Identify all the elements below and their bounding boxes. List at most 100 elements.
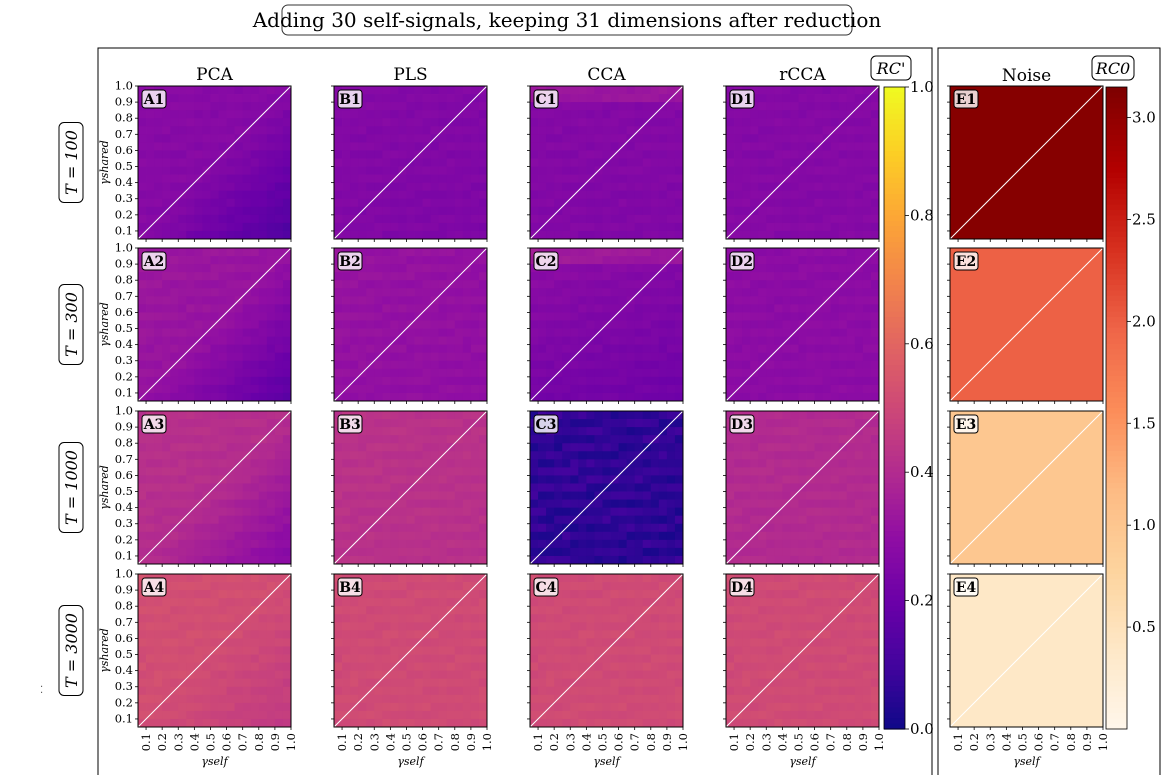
heatmap-cell <box>462 304 472 313</box>
heatmap-cell <box>162 264 171 273</box>
heatmap-cell <box>562 475 571 484</box>
heatmap-cell <box>782 459 791 468</box>
heatmap-cell <box>846 320 856 329</box>
heatmap-cell <box>594 206 603 216</box>
heatmap-cell <box>674 523 684 533</box>
heatmap-cell <box>766 419 775 428</box>
heatmap-cell <box>194 435 203 444</box>
heatmap-cell <box>782 507 791 517</box>
heatmap-cell <box>798 110 807 119</box>
heatmap-cell <box>634 336 644 346</box>
heatmap-cell <box>726 344 735 354</box>
heatmap-cell <box>610 392 619 402</box>
heatmap-cell <box>454 206 464 216</box>
heatmap-cell <box>454 198 464 208</box>
heatmap-cell <box>618 296 628 305</box>
heatmap-cell <box>806 451 815 460</box>
heatmap-cell <box>790 158 799 167</box>
heatmap-cell <box>838 427 848 436</box>
heatmap-cell <box>782 110 791 119</box>
heatmap-cell <box>650 222 660 232</box>
heatmap-cell <box>862 222 872 232</box>
heatmap-cell <box>742 368 751 378</box>
heatmap-cell <box>210 206 219 216</box>
heatmap-cell <box>618 102 628 111</box>
heatmap-cell <box>470 134 480 143</box>
heatmap-cell <box>774 134 783 143</box>
heatmap-cell <box>334 384 343 394</box>
heatmap-cell <box>554 411 563 420</box>
heatmap-cell <box>334 126 343 135</box>
heatmap-cell <box>798 467 807 476</box>
heatmap-cell <box>462 515 472 525</box>
heatmap-cell <box>162 614 171 623</box>
heatmap-cell <box>382 118 391 127</box>
heatmap-cell <box>282 475 292 484</box>
heatmap-cell <box>594 419 603 428</box>
heatmap-cell <box>650 288 660 297</box>
heatmap-cell <box>414 328 423 337</box>
heatmap-cell <box>186 475 195 484</box>
heatmap-cell <box>342 166 351 175</box>
heatmap-cell <box>374 360 383 370</box>
heatmap-cell <box>342 296 351 305</box>
heatmap-cell <box>154 630 163 639</box>
heatmap-cell <box>438 230 448 240</box>
heatmap-cell <box>350 272 359 281</box>
heatmap-cell <box>162 304 171 313</box>
heatmap-cell <box>430 158 440 167</box>
heatmap-cell <box>546 328 555 337</box>
heatmap-cell <box>742 174 751 184</box>
heatmap-cell <box>382 360 391 370</box>
heatmap-cell <box>266 435 276 444</box>
heatmap-cell <box>234 507 244 517</box>
heatmap-cell <box>554 296 563 305</box>
heatmap-cell <box>830 336 840 346</box>
heatmap-cell <box>854 384 864 394</box>
heatmap-cell <box>146 296 155 305</box>
heatmap-cell <box>602 368 611 378</box>
heatmap-cell <box>650 419 660 428</box>
heatmap-cell <box>170 555 179 565</box>
heatmap-cell <box>674 320 684 329</box>
heatmap-cell <box>138 150 147 159</box>
panel-label: E3 <box>956 417 976 433</box>
heatmap-cell <box>342 320 351 329</box>
heatmap-cell <box>438 419 448 428</box>
heatmap-cell <box>202 110 211 119</box>
heatmap-cell <box>446 459 456 468</box>
heatmap-cell <box>798 248 807 257</box>
heatmap-cell <box>186 360 195 370</box>
heatmap-cell <box>226 206 236 216</box>
heatmap-cell <box>570 256 579 265</box>
heatmap-cell <box>782 288 791 297</box>
heatmap-cell <box>422 531 432 541</box>
heatmap-cell <box>138 126 147 135</box>
heatmap-cell <box>218 272 227 281</box>
heatmap-cell <box>274 376 284 386</box>
heatmap-cell <box>202 214 211 224</box>
heatmap-cell <box>814 392 824 402</box>
heatmap-cell <box>398 459 407 468</box>
heatmap-cell <box>194 206 203 216</box>
heatmap-cell <box>178 264 187 273</box>
heatmap-cell <box>538 296 547 305</box>
heatmap-cell <box>218 574 227 583</box>
heatmap-cell <box>170 419 179 428</box>
heatmap-cell <box>626 280 636 289</box>
heatmap-cell <box>478 158 488 167</box>
heatmap-cell <box>750 142 759 151</box>
heatmap-cell <box>178 166 187 175</box>
heatmap-cell <box>266 475 276 484</box>
heatmap-cell <box>742 555 751 565</box>
heatmap-cell <box>538 166 547 175</box>
y-tick-label: 0.1 <box>115 548 133 562</box>
heatmap-cell <box>194 142 203 151</box>
heatmap-cell <box>666 451 676 460</box>
heatmap-cell <box>634 435 644 444</box>
heatmap-cell <box>406 94 415 103</box>
heatmap-cell <box>342 344 351 354</box>
heatmap-cell <box>774 499 783 509</box>
heatmap-cell <box>798 328 807 337</box>
heatmap-cell <box>570 214 579 224</box>
